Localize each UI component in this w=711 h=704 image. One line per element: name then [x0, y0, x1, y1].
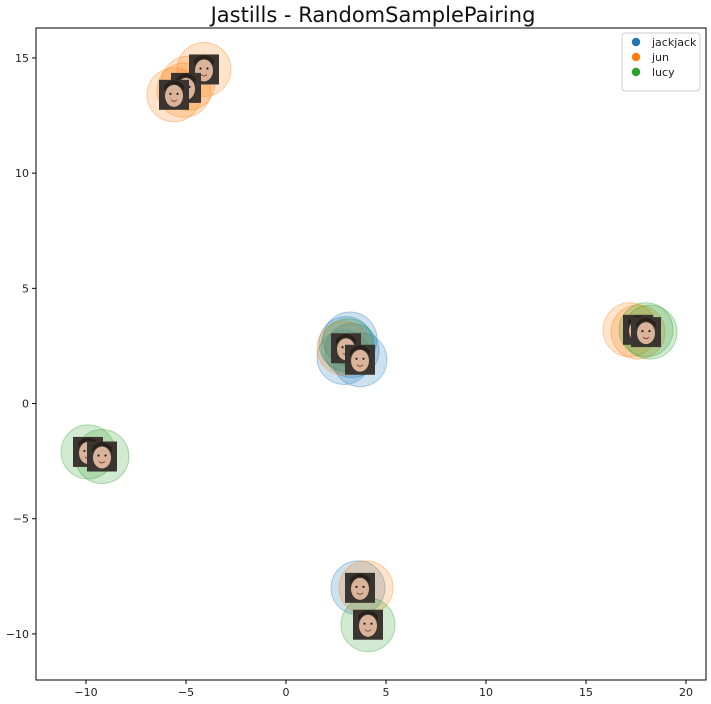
x-tick-label-20: 20	[679, 686, 693, 699]
y-tick-label-15: 15	[15, 52, 29, 65]
legend-marker-lucy	[631, 67, 641, 77]
legend-label-lucy: lucy	[652, 66, 675, 79]
x-tick-label-5: 5	[383, 686, 390, 699]
face-thumbnail-9	[345, 572, 375, 603]
x-axis-ticks: −10 −5 0 5 10 15 20	[74, 680, 693, 699]
legend-marker-jackjack	[631, 37, 641, 47]
legend: jackjack jun lucy	[621, 32, 701, 92]
plot-area-frame	[35, 27, 707, 681]
face-thumbnail-2	[159, 79, 189, 110]
face-thumbnail-4	[345, 344, 375, 375]
x-tick-label-15: 15	[579, 686, 593, 699]
face-thumbnails	[73, 54, 661, 640]
face-thumbnail-8	[87, 441, 117, 472]
face-thumbnail-6	[631, 317, 661, 348]
x-tick-label--10: −10	[74, 686, 97, 699]
chart-title: Jastills - RandomSamplePairing	[209, 3, 536, 27]
y-tick-label-5: 5	[22, 282, 29, 295]
x-tick-label-0: 0	[283, 686, 290, 699]
x-tick-label-10: 10	[479, 686, 493, 699]
legend-label-jun: jun	[651, 51, 669, 64]
y-tick-label-10: 10	[15, 167, 29, 180]
y-tick-label--5: −5	[13, 513, 29, 526]
y-axis-ticks: −10 −5 0 5 10 15	[6, 52, 36, 641]
face-thumbnail-10	[353, 609, 383, 640]
y-tick-label-0: 0	[22, 398, 29, 411]
y-tick-label--10: −10	[6, 628, 29, 641]
legend-box	[621, 32, 701, 92]
legend-marker-jun	[631, 52, 641, 62]
x-tick-label--5: −5	[178, 686, 194, 699]
legend-label-jackjack: jackjack	[651, 36, 697, 49]
